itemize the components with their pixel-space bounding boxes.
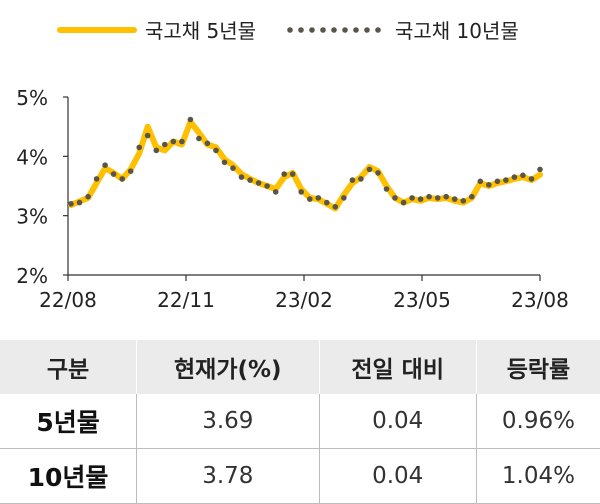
x-tick-label: 23/08 [511, 288, 569, 312]
y-tick-label: 4% [16, 145, 48, 169]
series-point-10y [264, 183, 270, 189]
table-row: 10년물 3.78 0.04 1.04% [0, 448, 600, 504]
series-point-10y [298, 189, 305, 195]
header-price: 현재가(%) [136, 340, 319, 394]
series-point-10y [469, 193, 475, 200]
series-point-10y [272, 189, 279, 195]
legend-swatch-10y-dot [375, 27, 381, 33]
series-point-10y [170, 138, 177, 145]
series-point-10y [486, 182, 492, 188]
table-row: 5년물 3.69 0.04 0.96% [0, 394, 600, 449]
legend-swatch-10y-dot [298, 27, 304, 33]
legend-swatch-10y-dot [309, 27, 315, 33]
legend-label-10y: 국고채 10년물 [395, 19, 519, 43]
series-point-10y [119, 176, 125, 182]
series-point-10y [179, 138, 185, 145]
series-point-10y [68, 201, 74, 207]
yield-line-chart: 국고채 5년물 국고채 10년물 2%3%4%5%22/08 22/11 23/02 2… [16, 19, 569, 312]
x-tick-label: 22/11 [157, 288, 215, 312]
table-header-row: 구분 현재가(%) 전일 대비 등락률 [0, 340, 600, 394]
series-point-10y [153, 147, 160, 154]
price-10y: 3.78 [136, 448, 319, 504]
header-rate: 등락률 [475, 340, 600, 394]
legend-swatch-10y-dot [364, 27, 370, 33]
series-point-10y [196, 135, 202, 142]
legend-swatch-10y-dot [320, 27, 326, 33]
series-point-10y [460, 198, 467, 204]
header-category: 구분 [0, 340, 137, 394]
series-point-10y [144, 132, 151, 139]
series-point-10y [332, 204, 339, 210]
legend: 국고채 5년물 국고채 10년물 [57, 19, 519, 43]
series-point-10y [85, 193, 91, 200]
rate-5y: 0.96% [475, 394, 600, 449]
series-point-10y [375, 170, 381, 176]
series-point-10y [520, 172, 526, 179]
series-point-10y [204, 140, 211, 147]
change-10y: 0.04 [318, 448, 477, 504]
y-tick-label: 5% [16, 86, 48, 110]
series-point-10y [213, 147, 219, 154]
axes: 2% 3% 4% 5% 22/08 22/11 23/02 23/05 23/08 [16, 86, 569, 312]
series-point-10y [255, 180, 262, 186]
series-point-10y [230, 165, 236, 171]
series-point-10y [307, 196, 313, 202]
series-point-10y [383, 186, 390, 192]
series-point-10y [289, 171, 296, 177]
price-5y: 3.69 [136, 394, 319, 449]
plot-area [68, 116, 543, 212]
series-point-10y [477, 178, 484, 185]
series-point-10y [451, 196, 458, 202]
series-point-10y [443, 193, 450, 200]
series-point-10y [221, 159, 228, 166]
series-point-10y [238, 174, 245, 180]
y-tick-label: 3% [16, 205, 48, 229]
series-point-10y [315, 195, 322, 201]
series-point-10y [136, 144, 142, 151]
series-point-10y [358, 176, 364, 182]
series-point-10y [494, 178, 501, 185]
series-point-10y [127, 168, 134, 174]
series-point-10y [349, 177, 356, 183]
series-point-10y [324, 199, 330, 206]
series-point-10y [76, 199, 83, 206]
series-point-10y [409, 195, 415, 201]
y-tick-label: 2% [16, 264, 48, 288]
row-label-10y: 10년물 [0, 448, 137, 504]
row-label-5y: 5년물 [0, 394, 137, 449]
legend-swatch-10y-dot [353, 27, 359, 33]
series-point-10y [281, 171, 288, 177]
legend-swatch-10y-dot [287, 27, 293, 33]
series-point-10y [93, 176, 100, 182]
series-point-10y [528, 176, 535, 182]
series-point-10y [110, 171, 117, 177]
series-point-10y [537, 166, 543, 173]
legend-swatch-10y-dot [342, 27, 348, 33]
series-point-10y [102, 162, 108, 168]
rate-10y: 1.04% [475, 448, 600, 504]
series-point-10y [426, 193, 432, 200]
x-tick-label: 23/05 [393, 288, 451, 312]
x-tick-label: 22/08 [39, 288, 97, 312]
series-point-10y [247, 177, 253, 183]
x-tick-label: 23/02 [275, 288, 333, 312]
series-point-10y [392, 195, 398, 201]
legend-label-5y: 국고채 5년물 [145, 19, 256, 43]
series-point-10y [503, 177, 509, 183]
legend-swatch-10y-dot [331, 27, 337, 33]
series-point-10y [162, 141, 168, 148]
series-point-10y [511, 174, 518, 180]
series-point-10y [400, 199, 407, 206]
series-point-10y [434, 195, 441, 201]
header-change: 전일 대비 [318, 340, 477, 394]
change-5y: 0.04 [318, 394, 477, 449]
series-point-10y [366, 166, 373, 173]
series-point-10y [417, 196, 424, 202]
series-point-10y [187, 116, 194, 123]
yield-table: 구분 현재가(%) 전일 대비 등락률 5년물 3.69 0.04 0.96% … [0, 340, 600, 504]
series-point-10y [341, 195, 347, 201]
